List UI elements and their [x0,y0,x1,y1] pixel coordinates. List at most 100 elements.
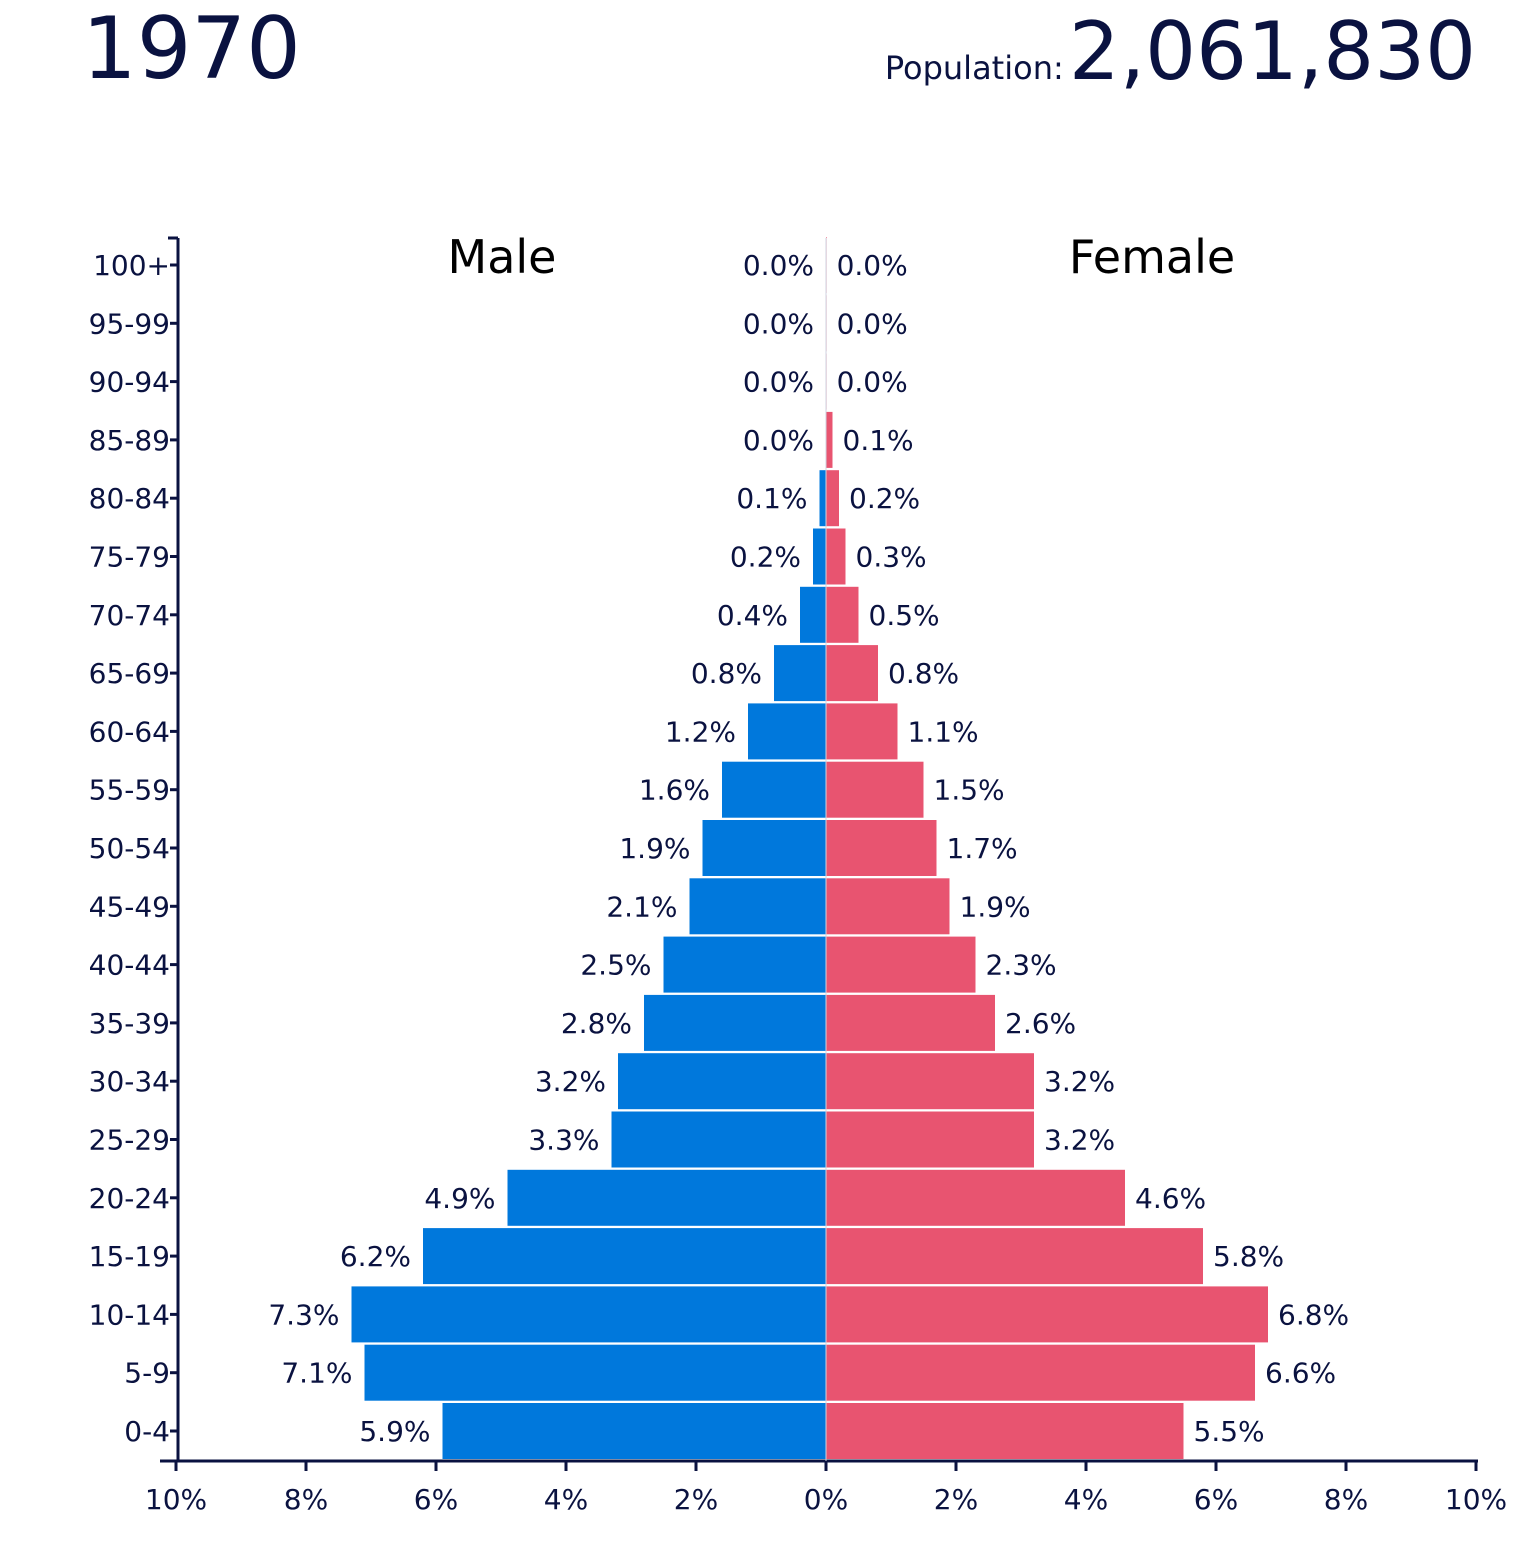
label-female-55-59: 1.5% [934,774,1005,807]
label-female-10-14: 6.8% [1278,1298,1349,1331]
label-male-15-19: 6.2% [340,1240,411,1273]
label-male-35-39: 2.8% [561,1007,632,1040]
bar-male-25-29 [611,1111,826,1168]
axes-layer: 0-4 5-9 10-14 15-19 20-24 25-29 30-34 35-39 40-4… [89,236,1507,1516]
bar-female-15-19 [826,1228,1203,1285]
bar-female-80-84 [826,470,839,527]
population-value: 2,061,830 [1068,5,1476,98]
label-female-95-99: 0.0% [837,307,908,340]
bar-male-30-34 [618,1053,826,1110]
x-tick-label-7: 4% [1064,1483,1108,1516]
label-male-85-89: 0.0% [743,424,814,457]
bar-male-80-84 [819,470,826,527]
population-summary: Population: 2,061,830 [885,12,1476,92]
y-tick-label-50-54: 50-54 [89,832,170,865]
label-male-50-54: 1.9% [619,832,690,865]
bar-female-30-34 [826,1053,1034,1110]
x-tick-label-3: 4% [544,1483,588,1516]
x-tick-label-2: 6% [414,1483,458,1516]
x-tick-label-10: 10% [1445,1483,1507,1516]
label-female-85-89: 0.1% [843,424,914,457]
label-male-75-79: 0.2% [730,541,801,574]
bars-layer [351,237,1268,1459]
bar-male-50-54 [702,820,826,876]
bar-male-5-9 [364,1344,826,1401]
label-male-100+: 0.0% [743,249,814,282]
y-tick-label-10-14: 10-14 [89,1298,170,1331]
label-female-60-64: 1.1% [908,715,979,748]
label-male-45-49: 2.1% [606,890,677,923]
label-female-25-29: 3.2% [1044,1124,1115,1157]
y-tick-label-0-4: 0-4 [124,1415,170,1448]
label-male-90-94: 0.0% [743,366,814,399]
label-female-100+: 0.0% [837,249,908,282]
y-tick-label-35-39: 35-39 [89,1007,170,1040]
label-female-15-19: 5.8% [1213,1240,1284,1273]
y-tick-label-85-89: 85-89 [89,424,170,457]
y-tick-label-55-59: 55-59 [89,774,170,807]
bar-female-10-14 [826,1286,1268,1343]
bar-female-85-89 [826,411,833,468]
legend-female: Female [1069,230,1235,284]
label-female-90-94: 0.0% [837,366,908,399]
label-male-40-44: 2.5% [580,949,651,982]
bar-female-0-4 [826,1403,1184,1459]
x-tick-label-4: 2% [674,1483,718,1516]
population-label: Population: [884,49,1064,87]
bar-male-60-64 [748,703,826,760]
bar-male-10-14 [351,1286,826,1343]
y-tick-label-20-24: 20-24 [89,1182,170,1215]
x-tick-label-6: 2% [934,1483,978,1516]
bar-female-60-64 [826,703,898,760]
legend-male: Male [448,230,557,284]
bar-female-55-59 [826,761,924,818]
y-tick-label-80-84: 80-84 [89,482,170,515]
label-female-75-79: 0.3% [856,541,927,574]
y-tick-label-45-49: 45-49 [89,890,170,923]
label-male-5-9: 7.1% [281,1357,352,1390]
bar-female-40-44 [826,936,976,993]
label-female-35-39: 2.6% [1005,1007,1076,1040]
y-tick-label-100+: 100+ [93,249,170,282]
label-male-65-69: 0.8% [691,657,762,690]
bar-male-75-79 [813,528,826,585]
label-female-70-74: 0.5% [869,599,940,632]
label-male-25-29: 3.3% [528,1124,599,1157]
label-female-0-4: 5.5% [1194,1415,1265,1448]
bar-female-70-74 [826,586,859,643]
bar-male-40-44 [663,936,826,993]
y-tick-label-75-79: 75-79 [89,541,170,574]
x-tick-label-5: 0% [804,1483,848,1516]
bar-female-65-69 [826,645,878,702]
y-tick-label-60-64: 60-64 [89,715,170,748]
value-labels-layer: 5.9% 5.5% 7.1% 6.6% 7.3% 6.8% 6.2% 5.8% 4.9% 4.6%… [268,249,1349,1448]
label-male-30-34: 3.2% [535,1065,606,1098]
y-tick-label-95-99: 95-99 [89,307,170,340]
label-male-95-99: 0.0% [743,307,814,340]
label-female-30-34: 3.2% [1044,1065,1115,1098]
y-tick-label-65-69: 65-69 [89,657,170,690]
bar-male-0-4 [442,1403,826,1459]
bar-female-75-79 [826,528,846,585]
label-female-80-84: 0.2% [849,482,920,515]
x-tick-label-0: 10% [145,1483,207,1516]
bar-female-5-9 [826,1344,1255,1401]
bar-male-35-39 [644,994,826,1051]
bar-female-35-39 [826,994,995,1051]
label-male-80-84: 0.1% [736,482,807,515]
x-tick-label-1: 8% [284,1483,328,1516]
y-tick-label-15-19: 15-19 [89,1240,170,1273]
label-male-60-64: 1.2% [665,715,736,748]
bar-female-25-29 [826,1111,1034,1168]
year-title: 1970 [82,0,301,99]
label-female-65-69: 0.8% [888,657,959,690]
x-tick-label-8: 6% [1194,1483,1238,1516]
label-male-10-14: 7.3% [268,1298,339,1331]
bar-male-15-19 [423,1228,826,1285]
bar-male-65-69 [774,645,826,702]
bar-male-55-59 [722,761,826,818]
label-male-0-4: 5.9% [359,1415,430,1448]
bar-male-45-49 [689,878,826,935]
bar-female-50-54 [826,820,937,876]
